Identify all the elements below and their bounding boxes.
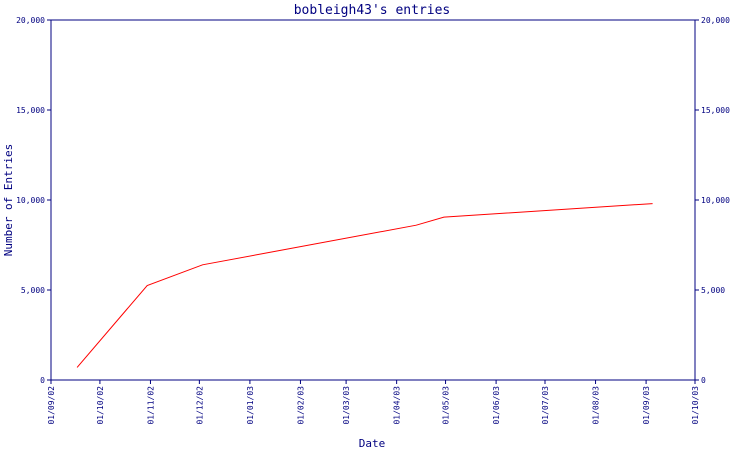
y-tick-label-right: 5,000 — [701, 286, 725, 295]
x-tick-label: 01/11/02 — [146, 386, 155, 425]
x-tick-label: 01/01/03 — [246, 386, 255, 425]
y-tick-label-left: 5,000 — [21, 286, 45, 295]
y-tick-label-right: 15,000 — [701, 106, 730, 115]
series-group — [76, 203, 653, 368]
x-tick-label: 01/03/03 — [342, 386, 351, 425]
plot-frame — [50, 19, 696, 381]
series-line — [76, 203, 653, 368]
y-tick-label-left: 15,000 — [16, 106, 45, 115]
x-tick-label: 01/06/03 — [492, 386, 501, 425]
x-axis-label: Date — [359, 437, 386, 450]
x-tick-label: 01/10/02 — [96, 386, 105, 425]
x-tick-label: 01/09/02 — [47, 386, 56, 425]
x-tick-label: 01/12/02 — [195, 386, 204, 425]
y-tick-label-right: 0 — [701, 376, 706, 385]
y-tick-label-right: 20,000 — [701, 16, 730, 25]
y-tick-label-left: 20,000 — [16, 16, 45, 25]
x-tick-label: 01/05/03 — [442, 386, 451, 425]
y-tick-label-left: 10,000 — [16, 196, 45, 205]
x-tick-label: 01/07/03 — [541, 386, 550, 425]
chart-title: bobleigh43's entries — [294, 3, 451, 18]
y-axis-label: Number of Entries — [2, 144, 15, 257]
x-tick-label: 01/10/03 — [691, 386, 700, 425]
x-tick-label: 01/04/03 — [393, 386, 402, 425]
x-tick-label: 01/09/03 — [642, 386, 651, 425]
y-tick-label-left: 0 — [40, 376, 45, 385]
y-tick-label-right: 10,000 — [701, 196, 730, 205]
x-tick-label: 01/08/03 — [592, 386, 601, 425]
axis-ticks: 0 0 5,000 5,000 10,000 10,000 15,000 15,000 20,0… — [16, 16, 730, 425]
x-tick-label: 01/02/03 — [296, 386, 305, 425]
